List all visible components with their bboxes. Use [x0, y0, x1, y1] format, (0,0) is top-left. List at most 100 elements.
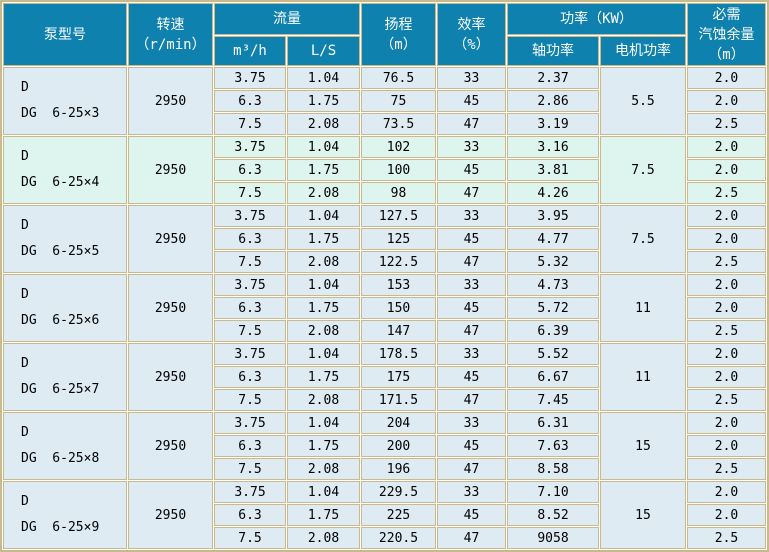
flow-ls-cell: 1.04 [287, 274, 360, 296]
flow-ls-cell: 1.04 [287, 343, 360, 365]
pump-model-cell: D DG 6-25×5 [3, 205, 127, 273]
flow-ls-cell: 1.75 [287, 504, 360, 526]
header-pump-model: 泵型号 [3, 3, 127, 66]
npsh-cell: 2.5 [687, 113, 767, 135]
shaft-power-cell: 6.39 [507, 320, 599, 342]
flow-ls-cell: 2.08 [287, 389, 360, 411]
motor-power-cell: 11 [600, 343, 687, 411]
head-cell: 220.5 [361, 527, 436, 549]
table-row: 7.5 2.08 171.5 47 7.45 2.5 [3, 389, 767, 411]
table-row: 6.3 1.75 75 45 2.86 2.0 [3, 90, 767, 112]
table-row: 6.3 1.75 125 45 4.77 2.0 [3, 228, 767, 250]
speed-cell: 2950 [128, 481, 213, 549]
shaft-power-cell: 7.45 [507, 389, 599, 411]
table-row: 6.3 1.75 175 45 6.67 2.0 [3, 366, 767, 388]
speed-cell: 2950 [128, 274, 213, 342]
head-cell: 147 [361, 320, 436, 342]
head-cell: 127.5 [361, 205, 436, 227]
head-cell: 225 [361, 504, 436, 526]
head-cell: 100 [361, 159, 436, 181]
npsh-cell: 2.0 [687, 481, 767, 503]
table-row: 6.3 1.75 200 45 7.63 2.0 [3, 435, 767, 457]
flow-ls-cell: 2.08 [287, 182, 360, 204]
flow-m3h-cell: 6.3 [214, 297, 286, 319]
header-flow: 流量 [214, 3, 360, 35]
flow-m3h-cell: 6.3 [214, 228, 286, 250]
table-row: D DG 6-25×6 2950 3.75 1.04 153 33 4.73 11 2.0 [3, 274, 767, 342]
table-row: 7.5 2.08 196 47 8.58 2.5 [3, 458, 767, 480]
table-row: 7.5 2.08 147 47 6.39 2.5 [3, 320, 767, 342]
table-header: 泵型号 转速 （r/min） 流量 扬程 （m） 效率 （%） 功率（KW） 必… [3, 3, 767, 66]
efficiency-cell: 33 [437, 67, 506, 89]
flow-m3h-cell: 7.5 [214, 113, 286, 135]
npsh-cell: 2.5 [687, 320, 767, 342]
shaft-power-cell: 7.10 [507, 481, 599, 503]
speed-cell: 2950 [128, 67, 213, 135]
npsh-cell: 2.0 [687, 412, 767, 434]
head-cell: 200 [361, 435, 436, 457]
flow-m3h-cell: 3.75 [214, 67, 286, 89]
header-flow-m3h: m³/h [214, 36, 286, 66]
shaft-power-cell: 3.16 [507, 136, 599, 158]
npsh-cell: 2.5 [687, 182, 767, 204]
shaft-power-cell: 2.37 [507, 67, 599, 89]
efficiency-cell: 45 [437, 366, 506, 388]
head-cell: 98 [361, 182, 436, 204]
efficiency-cell: 33 [437, 205, 506, 227]
flow-ls-cell: 1.75 [287, 366, 360, 388]
shaft-power-cell: 7.63 [507, 435, 599, 457]
pump-table-body: D DG 6-25×3 2950 3.75 1.04 76.5 33 2.37 5.5 2.0 6… [3, 67, 767, 549]
table-row: D DG 6-25×7 2950 3.75 1.04 178.5 33 5.52 11 2.0 [3, 343, 767, 411]
shaft-power-cell: 2.86 [507, 90, 599, 112]
efficiency-cell: 45 [437, 90, 506, 112]
npsh-cell: 2.5 [687, 389, 767, 411]
efficiency-cell: 33 [437, 412, 506, 434]
npsh-cell: 2.5 [687, 251, 767, 273]
efficiency-cell: 47 [437, 251, 506, 273]
flow-m3h-cell: 3.75 [214, 136, 286, 158]
efficiency-cell: 33 [437, 481, 506, 503]
motor-power-cell: 5.5 [600, 67, 687, 135]
speed-cell: 2950 [128, 412, 213, 480]
flow-m3h-cell: 7.5 [214, 527, 286, 549]
flow-ls-cell: 1.04 [287, 412, 360, 434]
npsh-cell: 2.0 [687, 297, 767, 319]
shaft-power-cell: 5.32 [507, 251, 599, 273]
pump-model-cell: D DG 6-25×6 [3, 274, 127, 342]
table-row: D DG 6-25×8 2950 3.75 1.04 204 33 6.31 15 2.0 [3, 412, 767, 480]
motor-power-cell: 15 [600, 481, 687, 549]
pump-model-cell: D DG 6-25×7 [3, 343, 127, 411]
npsh-cell: 2.0 [687, 67, 767, 89]
flow-m3h-cell: 3.75 [214, 205, 286, 227]
npsh-cell: 2.0 [687, 366, 767, 388]
pump-model-cell: D DG 6-25×3 [3, 67, 127, 135]
table-row: 7.5 2.08 73.5 47 3.19 2.5 [3, 113, 767, 135]
head-cell: 73.5 [361, 113, 436, 135]
flow-ls-cell: 1.04 [287, 136, 360, 158]
flow-m3h-cell: 7.5 [214, 320, 286, 342]
header-speed: 转速 （r/min） [128, 3, 213, 66]
npsh-cell: 2.0 [687, 435, 767, 457]
npsh-cell: 2.0 [687, 274, 767, 296]
flow-ls-cell: 1.04 [287, 205, 360, 227]
header-shaft-power: 轴功率 [507, 36, 599, 66]
shaft-power-cell: 3.95 [507, 205, 599, 227]
npsh-cell: 2.0 [687, 136, 767, 158]
npsh-cell: 2.5 [687, 527, 767, 549]
flow-ls-cell: 1.04 [287, 67, 360, 89]
efficiency-cell: 45 [437, 228, 506, 250]
flow-ls-cell: 2.08 [287, 251, 360, 273]
header-head: 扬程 （m） [361, 3, 436, 66]
efficiency-cell: 47 [437, 527, 506, 549]
npsh-cell: 2.0 [687, 228, 767, 250]
motor-power-cell: 7.5 [600, 136, 687, 204]
flow-ls-cell: 1.75 [287, 435, 360, 457]
npsh-cell: 2.0 [687, 90, 767, 112]
speed-cell: 2950 [128, 136, 213, 204]
flow-m3h-cell: 6.3 [214, 435, 286, 457]
flow-m3h-cell: 6.3 [214, 90, 286, 112]
flow-m3h-cell: 7.5 [214, 458, 286, 480]
head-cell: 175 [361, 366, 436, 388]
table-row: D DG 6-25×5 2950 3.75 1.04 127.5 33 3.95 7.5 2.0 [3, 205, 767, 273]
